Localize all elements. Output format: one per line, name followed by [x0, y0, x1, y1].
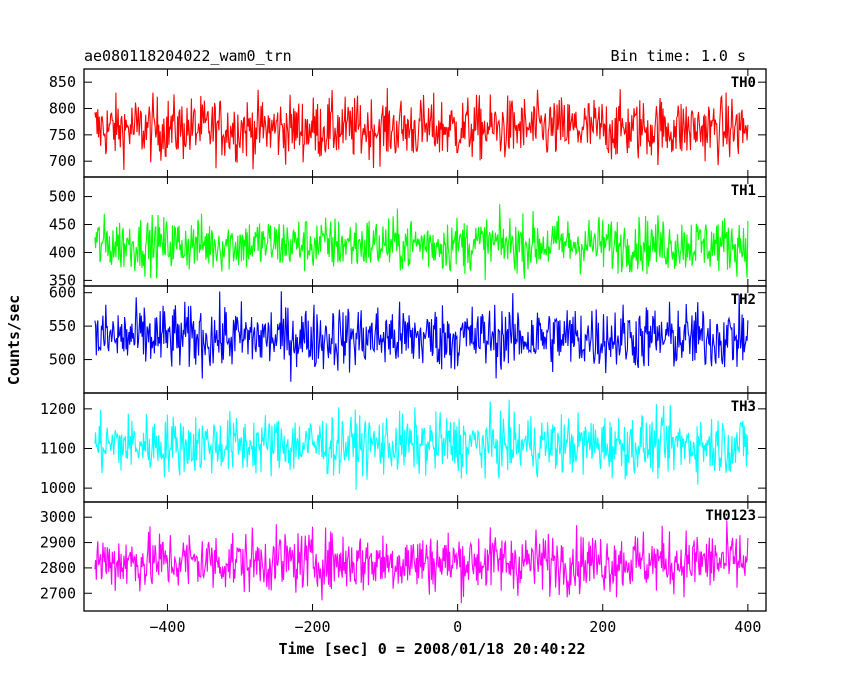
y-tick-label: 1100 [40, 439, 76, 457]
y-axis-label: Counts/sec [5, 295, 23, 385]
panels: 700 750 800 850 TH0 350 400 450 500 TH1 500 550 600 T… [40, 68, 767, 612]
y-tick-label: 1200 [40, 400, 76, 418]
series-line-th0 [94, 88, 749, 170]
panel-th3: 1000 1100 1200 TH3 [40, 392, 767, 503]
y-tick-label: 450 [49, 216, 76, 234]
panel-th0123: 2700 2800 2900 3000 TH0123 [40, 501, 767, 612]
panel-label-th0123: TH0123 [705, 508, 756, 524]
y-tick-label: 800 [49, 100, 76, 118]
x-tick-label: 200 [589, 618, 616, 636]
panel-frame [83, 501, 767, 612]
panel-label-th3: TH3 [731, 399, 756, 415]
series-line-th3 [94, 399, 749, 490]
y-tick-label: 2700 [40, 584, 76, 602]
y-tick-label: 1000 [40, 479, 76, 497]
series-line-th0123 [94, 520, 749, 604]
x-tick-label: −400 [149, 618, 185, 636]
y-tick-label: 750 [49, 126, 76, 144]
y-tick-label: 400 [49, 243, 76, 261]
panel-th0: 700 750 800 850 TH0 [49, 68, 767, 178]
series-line-th1 [94, 204, 749, 281]
y-tick-label: 850 [49, 73, 76, 91]
y-tick-label: 2800 [40, 559, 76, 577]
y-tick-label: 550 [49, 317, 76, 335]
y-tick-label: 700 [49, 152, 76, 170]
x-tick-label: 400 [734, 618, 761, 636]
panel-frame [83, 285, 767, 394]
x-tick-label: −200 [294, 618, 330, 636]
y-tick-label: 500 [49, 351, 76, 369]
y-tick-label: 3000 [40, 508, 76, 526]
bin-time-label: Bin time: 1.0 s [611, 47, 746, 65]
panel-label-th0: TH0 [731, 75, 756, 91]
panel-th2: 500 550 600 TH2 [49, 284, 767, 394]
x-axis-label: Time [sec] 0 = 2008/01/18 20:40:22 [278, 640, 585, 658]
x-axis: −400 −200 0 200 400 [149, 618, 761, 636]
panel-label-th1: TH1 [731, 183, 756, 199]
y-tick-label: 350 [49, 271, 76, 289]
panel-th1: 350 400 450 500 TH1 [49, 176, 767, 289]
y-tick-label: 600 [49, 284, 76, 302]
series-line-th2 [94, 291, 749, 382]
x-tick-label: 0 [453, 618, 462, 636]
y-tick-label: 500 [49, 188, 76, 206]
panel-label-th2: TH2 [731, 292, 756, 308]
chart-title: ae080118204022_wam0_trn [84, 47, 292, 65]
y-tick-label: 2900 [40, 534, 76, 552]
